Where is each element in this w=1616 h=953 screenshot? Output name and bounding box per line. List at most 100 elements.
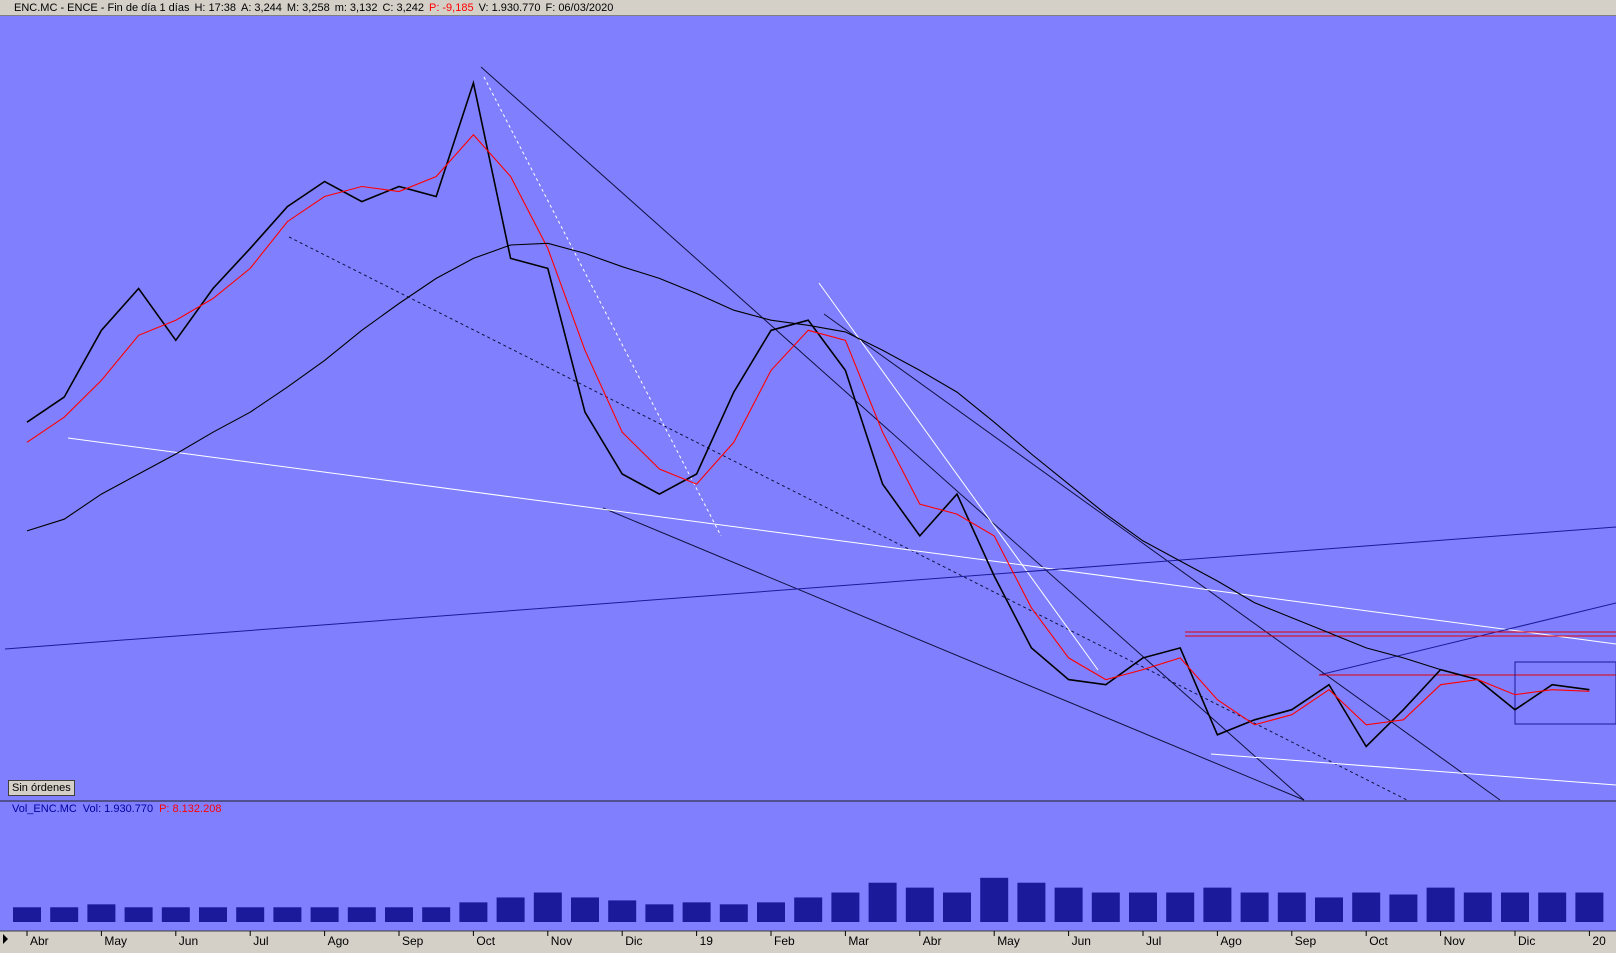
field-label: A: [240, 2, 252, 14]
x-tick-label: 20 [1592, 934, 1606, 948]
header-bar: ENC.MC - ENCE - Fin de día 1 días H: 17:38… [0, 0, 1616, 16]
x-tick-label: Oct [476, 934, 495, 948]
volume-bar [1017, 882, 1046, 922]
volume-bar [757, 902, 785, 922]
field-label: M: [286, 2, 300, 14]
trend-line-dashed [483, 76, 722, 537]
volume-bar [905, 887, 934, 922]
x-tick-label: Oct [1369, 934, 1388, 948]
volume-bar [50, 907, 79, 922]
field-value: 3,244 [254, 2, 282, 14]
volume-bar [236, 907, 265, 922]
volume-bar [1054, 887, 1083, 922]
x-tick-label: Mar [848, 934, 869, 948]
channel-line [4, 526, 1616, 650]
volume-header: Vol_ENC.MC Vol: 1.930.770 P: 8.132.208 [12, 802, 227, 816]
volume-bar [347, 907, 376, 922]
x-tick-label: Abr [923, 934, 942, 948]
support-line [818, 282, 1099, 671]
field-value: 3,258 [302, 2, 330, 14]
x-tick-label: Feb [774, 934, 795, 948]
orders-button[interactable]: Sin órdenes [8, 780, 75, 796]
volume-bar [943, 892, 971, 922]
field-value: 17:38 [208, 2, 236, 14]
volume-bar [571, 897, 599, 922]
volume-bar [87, 904, 116, 922]
support-line [1210, 753, 1616, 786]
volume-bar [533, 892, 562, 922]
volume-bar [1575, 892, 1604, 922]
volume-bar [1538, 892, 1567, 922]
field-label: C: [382, 2, 394, 14]
volume-bar [980, 877, 1009, 922]
field-label: m: [334, 2, 347, 14]
field-value: 3,242 [396, 2, 424, 14]
x-tick-label: Nov [1444, 934, 1465, 948]
volume-bar [422, 907, 451, 922]
x-tick-label: Ago [1220, 934, 1242, 948]
volume-bar [1389, 894, 1418, 922]
channel-line [1318, 602, 1616, 676]
moving-average [26, 133, 1590, 726]
price-line [26, 79, 1590, 748]
x-tick-label: Jun [179, 934, 198, 948]
x-tick-label: Sep [1295, 934, 1317, 948]
volume-bar [273, 907, 302, 922]
x-tick-label: Jun [1072, 934, 1091, 948]
x-tick-label: Abr [30, 934, 49, 948]
volume-bar [1129, 892, 1157, 922]
field-label: Vol: [82, 803, 102, 815]
volume-bar [1352, 892, 1381, 922]
volume-bar [1463, 892, 1492, 922]
field-label: P: [428, 2, 440, 14]
field-label: H: [194, 2, 206, 14]
field-value: 8.132.208 [172, 803, 222, 815]
volume-bar [1315, 897, 1343, 922]
field-value: 06/03/2020 [558, 2, 614, 14]
x-tick-label: May [104, 934, 127, 948]
volume-bar [199, 907, 227, 922]
x-tick-label: Jul [253, 934, 268, 948]
drawing-tools [4, 66, 1616, 801]
x-tick-label: 19 [700, 934, 714, 948]
x-tick-label: Dic [625, 934, 642, 948]
scroll-arrow[interactable] [3, 934, 8, 944]
volume-bar [1277, 892, 1306, 922]
volume-bar [124, 907, 153, 922]
volume-bar [645, 904, 674, 922]
volume-bar [1426, 887, 1455, 922]
volume-bar [1203, 887, 1232, 922]
volume-bar [868, 882, 897, 922]
trend-line [602, 507, 1305, 801]
field-value: 1.930.770 [491, 2, 541, 14]
volume-bar [1240, 892, 1269, 922]
x-tick-label: Jul [1146, 934, 1161, 948]
trend-line [823, 313, 1501, 801]
x-tick-label: Dic [1518, 934, 1535, 948]
x-tick-label: Nov [551, 934, 572, 948]
field-value: -9,185 [442, 2, 474, 14]
volume-bar [13, 907, 41, 922]
volume-bar [385, 907, 413, 922]
x-tick-label: Sep [402, 934, 424, 948]
range-box [1514, 661, 1616, 725]
volume-bar [719, 904, 748, 922]
volume-title: Vol_ENC.MC [12, 803, 77, 815]
volume-bar [831, 892, 860, 922]
volume-bar [459, 902, 488, 922]
volume-bar [1091, 892, 1120, 922]
field-value: 3,132 [349, 2, 378, 14]
field-label: V: [478, 2, 489, 14]
x-tick-label: May [997, 934, 1020, 948]
field-label: P: [159, 803, 170, 815]
x-tick-label: Ago [328, 934, 350, 948]
volume-bar [496, 897, 525, 922]
field-value: 1.930.770 [104, 803, 154, 815]
x-axis-strip [0, 931, 1616, 953]
volume-bar [794, 897, 823, 922]
trend-line [480, 66, 1305, 801]
volume-bar [310, 907, 339, 922]
field-label: F: [545, 2, 556, 14]
